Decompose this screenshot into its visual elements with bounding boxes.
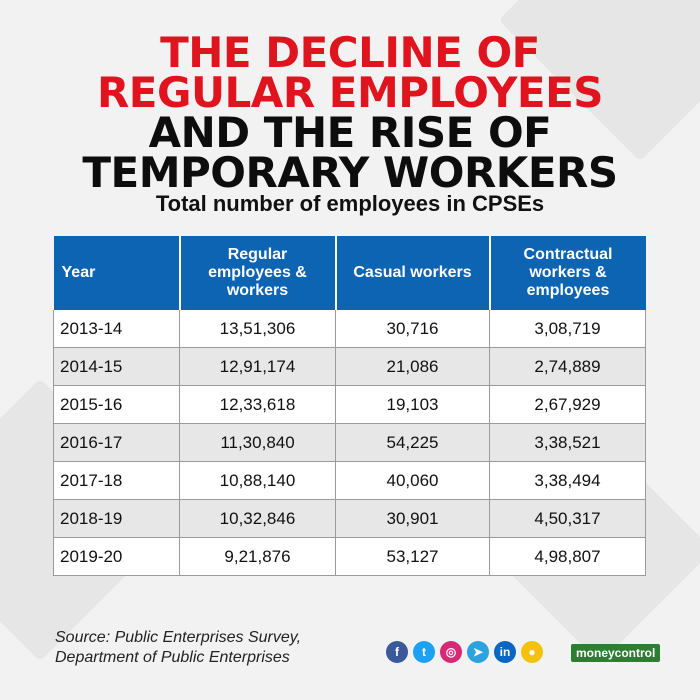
- cell-year: 2017-18: [53, 461, 180, 500]
- table-row: 2016-17 11,30,840 54,225 3,38,521: [53, 423, 646, 462]
- cell-year: 2019-20: [53, 537, 180, 576]
- cell-casual: 40,060: [335, 461, 490, 500]
- moneycontrol-logo: moneycontrol: [571, 644, 661, 662]
- cell-contractual: 2,74,889: [489, 347, 646, 386]
- cell-regular: 11,30,840: [179, 423, 336, 462]
- employees-table: Year Regular employees & workers Casual …: [53, 236, 646, 576]
- headline: THE DECLINE OF REGULAR EMPLOYEES AND THE…: [0, 28, 700, 197]
- source-line-2: Department of Public Enterprises: [55, 649, 290, 666]
- cell-contractual: 3,38,521: [489, 423, 646, 462]
- source-line-1: Source: Public Enterprises Survey,: [55, 629, 302, 646]
- subtitle: Total number of employees in CPSEs: [155, 191, 545, 216]
- cell-regular: 10,32,846: [179, 499, 336, 538]
- cell-regular: 9,21,876: [179, 537, 336, 576]
- cell-year: 2016-17: [53, 423, 180, 462]
- table-row: 2014-15 12,91,174 21,086 2,74,889: [53, 347, 646, 386]
- table-row: 2017-18 10,88,140 40,060 3,38,494: [53, 461, 646, 500]
- column-header: Year: [53, 236, 181, 310]
- cell-contractual: 3,08,719: [489, 310, 646, 348]
- koo-icon[interactable]: ●: [521, 641, 543, 663]
- column-header: Casual workers: [335, 236, 491, 310]
- cell-regular: 13,51,306: [179, 310, 336, 348]
- table-row: 2018-19 10,32,846 30,901 4,50,317: [53, 499, 646, 538]
- cell-regular: 10,88,140: [179, 461, 336, 500]
- table-row: 2013-14 13,51,306 30,716 3,08,719: [53, 310, 646, 348]
- source-note: Source: Public Enterprises Survey, Depar…: [55, 628, 301, 668]
- headline-line-2: REGULAR EMPLOYEES: [96, 68, 604, 117]
- telegram-icon[interactable]: ➤: [467, 641, 489, 663]
- table-row: 2015-16 12,33,618 19,103 2,67,929: [53, 385, 646, 424]
- cell-year: 2018-19: [53, 499, 180, 538]
- cell-regular: 12,33,618: [179, 385, 336, 424]
- social-icons: f t ◎ ➤ in ●: [386, 641, 548, 663]
- cell-regular: 12,91,174: [179, 347, 336, 386]
- headline-line-1: THE DECLINE OF: [160, 28, 540, 77]
- cell-year: 2014-15: [53, 347, 180, 386]
- cell-contractual: 3,38,494: [489, 461, 646, 500]
- cell-casual: 54,225: [335, 423, 490, 462]
- instagram-icon[interactable]: ◎: [440, 641, 462, 663]
- cell-casual: 19,103: [335, 385, 490, 424]
- cell-year: 2013-14: [53, 310, 180, 348]
- cell-casual: 30,901: [335, 499, 490, 538]
- cell-casual: 21,086: [335, 347, 490, 386]
- cell-contractual: 2,67,929: [489, 385, 646, 424]
- table-row: 2019-20 9,21,876 53,127 4,98,807: [53, 537, 646, 576]
- cell-casual: 30,716: [335, 310, 490, 348]
- facebook-icon[interactable]: f: [386, 641, 408, 663]
- cell-contractual: 4,50,317: [489, 499, 646, 538]
- column-header: Regular employees & workers: [179, 236, 337, 310]
- cell-year: 2015-16: [53, 385, 180, 424]
- linkedin-icon[interactable]: in: [494, 641, 516, 663]
- cell-contractual: 4,98,807: [489, 537, 646, 576]
- column-header: Contractual workers & employees: [489, 236, 646, 310]
- twitter-icon[interactable]: t: [413, 641, 435, 663]
- table-header-row: Year Regular employees & workers Casual …: [53, 236, 646, 310]
- headline-line-4: TEMPORARY WORKERS: [82, 148, 618, 197]
- headline-line-3: AND THE RISE OF: [148, 108, 552, 157]
- cell-casual: 53,127: [335, 537, 490, 576]
